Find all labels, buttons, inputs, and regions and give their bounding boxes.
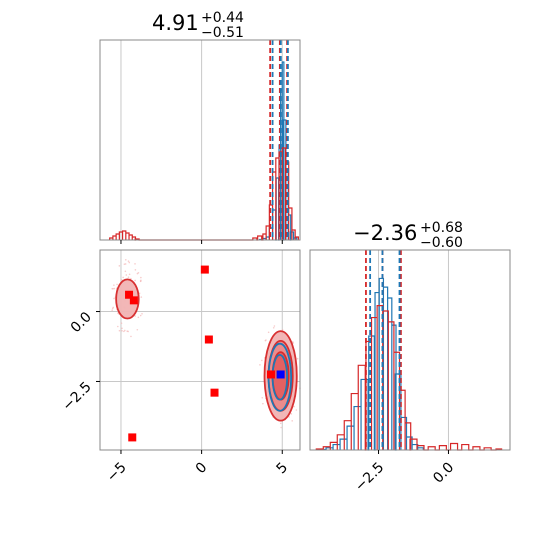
scatter-sample — [118, 329, 121, 332]
scatter-sample — [126, 330, 129, 332]
scatter-sample — [259, 364, 261, 366]
title-param1: 4.91 — [152, 11, 199, 35]
y-tick-label-param2: 0.0 — [68, 309, 95, 336]
marker-red-square — [210, 388, 219, 397]
title-param1-value: 4.91 — [152, 11, 199, 35]
scatter-sample — [127, 276, 130, 279]
scatter-sample — [121, 327, 123, 330]
scatter-sample — [288, 416, 290, 418]
scatter-sample — [262, 402, 264, 405]
scatter-sample — [130, 277, 132, 280]
scatter-sample — [279, 422, 282, 425]
scatter-sample — [113, 287, 116, 290]
scatter-sample — [116, 283, 118, 286]
scatter-sample — [117, 312, 119, 315]
scatter-sample — [261, 359, 263, 362]
scatter-sample — [130, 335, 132, 338]
panel-frame — [99, 39, 301, 241]
marker-red-square — [129, 296, 138, 305]
marker-red-square — [266, 370, 275, 379]
scatter-sample — [124, 263, 127, 265]
scatter-sample — [123, 329, 126, 332]
scatter-sample — [113, 284, 115, 286]
scatter-sample — [121, 329, 123, 332]
y-tick-label-param2: −2.5 — [59, 379, 94, 414]
scatter-sample — [141, 312, 143, 315]
scatter-sample — [265, 339, 267, 341]
scatter-sample — [125, 274, 128, 276]
scatter-sample — [272, 326, 275, 329]
scatter-sample — [137, 316, 140, 319]
scatter-sample — [120, 322, 123, 324]
hist-series-red — [109, 147, 299, 241]
x-tick-label-param1: 5 — [273, 460, 291, 478]
scatter-sample — [127, 260, 130, 262]
panel-2d-density — [99, 249, 301, 451]
scatter-sample — [134, 279, 136, 282]
scatter-sample — [123, 263, 126, 265]
scatter-sample — [280, 426, 282, 429]
scatter-sample — [261, 396, 264, 399]
scatter-sample — [124, 258, 127, 261]
panel-bg — [310, 250, 510, 450]
title-param1-plus: +0.44 — [201, 10, 244, 26]
marker-red-square — [128, 433, 137, 442]
scatter-sample — [134, 315, 136, 317]
scatter-sample — [128, 273, 131, 276]
marker-red-square — [204, 335, 213, 344]
marker-blue-square — [276, 370, 285, 379]
scatter-sample — [111, 309, 113, 311]
scatter-sample — [117, 325, 119, 328]
scatter-sample — [122, 276, 124, 279]
x-tick-label-param2: 0.0 — [430, 460, 457, 487]
scatter-sample — [111, 287, 114, 290]
scatter-sample — [296, 357, 299, 360]
scatter-sample — [293, 405, 295, 408]
x-tick-label-param1: −5 — [104, 460, 130, 486]
title-param2-value: −2.36 — [353, 221, 417, 245]
scatter-sample — [124, 270, 127, 273]
panel-hist-param1 — [99, 39, 301, 241]
x-tick-label-param2: −2.5 — [352, 460, 387, 495]
scatter-sample — [267, 331, 270, 334]
scatter-sample — [139, 314, 142, 317]
scatter-sample — [139, 280, 142, 283]
title-param2: −2.36 — [353, 221, 417, 245]
scatter-sample — [281, 329, 284, 331]
scatter-sample — [273, 325, 276, 327]
marker-red-square — [125, 290, 134, 299]
scatter-sample — [134, 269, 137, 271]
scatter-sample — [113, 297, 115, 300]
panel-hist-param2 — [309, 249, 511, 451]
panel-bg — [100, 40, 300, 240]
scatter-sample — [134, 263, 136, 265]
x-tick-label-param1: 0 — [193, 460, 211, 478]
scatter-sample — [295, 409, 298, 411]
scatter-sample — [111, 307, 114, 310]
marker-red-square — [200, 265, 209, 274]
scatter-sample — [118, 265, 121, 267]
scatter-sample — [291, 420, 294, 422]
scatter-sample — [128, 261, 131, 264]
title-param2-plus: +0.68 — [420, 220, 463, 236]
scatter-sample — [140, 296, 143, 298]
scatter-sample — [140, 276, 142, 279]
scatter-sample — [137, 271, 140, 274]
scatter-sample — [136, 328, 139, 331]
scatter-sample — [290, 413, 293, 415]
panel-frame — [99, 249, 301, 451]
title-param2-minus: −0.60 — [420, 235, 463, 251]
contour-red — [115, 278, 140, 320]
hist-series-blue — [318, 277, 424, 451]
scatter-sample — [120, 279, 123, 281]
panel-frame — [309, 249, 511, 451]
title-param1-minus: −0.51 — [201, 25, 244, 41]
